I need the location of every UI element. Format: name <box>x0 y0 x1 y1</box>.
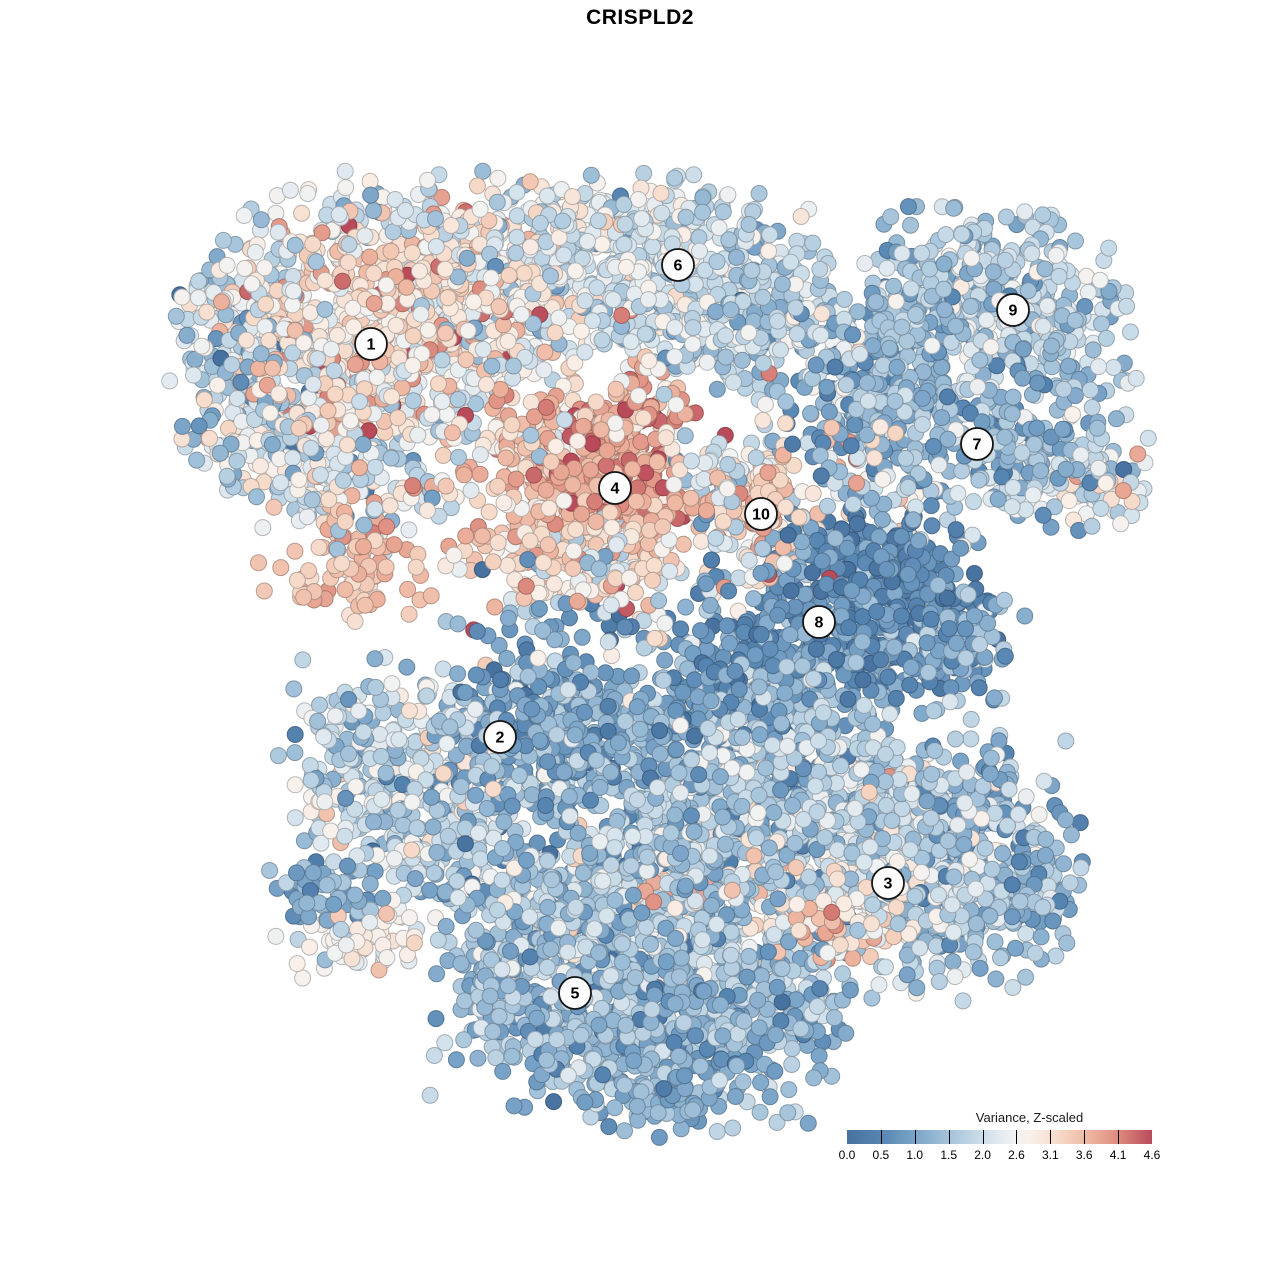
legend-colorbar-wrap <box>847 1130 1152 1144</box>
legend-tick-line <box>914 1130 916 1144</box>
legend-tick-label: 0.5 <box>872 1148 890 1162</box>
legend-tick-label: 4.1 <box>1109 1148 1127 1162</box>
cluster-marker: 1 <box>354 327 388 361</box>
legend-tick-label: 3.1 <box>1041 1148 1059 1162</box>
legend-title: Variance, Z-scaled <box>975 1110 1084 1125</box>
legend-tick-label: 4.6 <box>1143 1148 1161 1162</box>
cluster-marker: 7 <box>960 427 994 461</box>
cluster-labels-layer: 1 2 3 4 5 6 7 8 9 10 <box>354 248 1030 1010</box>
legend-tick-line <box>1084 1130 1086 1144</box>
legend-tick-label: 1.0 <box>906 1148 924 1162</box>
legend-tick-line <box>982 1130 984 1144</box>
legend-tick-line <box>948 1130 950 1144</box>
legend-tick-line <box>1050 1130 1052 1144</box>
cluster-marker: 5 <box>558 976 592 1010</box>
cluster-marker: 9 <box>996 293 1030 327</box>
legend-tick-label: 2.0 <box>974 1148 991 1162</box>
legend-tick-line <box>1118 1130 1120 1144</box>
cluster-marker: 3 <box>871 866 905 900</box>
points-layer <box>161 162 1157 1146</box>
legend-tick-label: 0.0 <box>838 1148 856 1162</box>
cluster-marker: 6 <box>661 248 695 282</box>
page-title: CRISPLD2 <box>586 6 694 29</box>
legend-tick-line <box>1016 1130 1018 1144</box>
legend-tick-line <box>880 1130 882 1144</box>
legend-tick-label: 1.5 <box>940 1148 957 1162</box>
legend-tick-label: 2.6 <box>1008 1148 1025 1162</box>
legend-tick-labels: 0.0 0.5 1.0 1.5 2.0 2.6 3.1 3.6 4.1 4.6 <box>839 1148 1161 1164</box>
legend-tick-lines <box>847 1130 1152 1144</box>
cluster-marker: 8 <box>802 605 836 639</box>
legend-colorbar <box>847 1130 1152 1144</box>
cluster-marker: 2 <box>483 720 517 754</box>
legend-tick-label: 3.6 <box>1075 1148 1093 1162</box>
cluster-marker: 10 <box>744 497 778 531</box>
legend: Variance, Z-scaled 0.0 0.5 1.0 1.5 2.0 2.6 3.1… <box>839 1110 1161 1164</box>
cluster-marker: 4 <box>598 471 632 505</box>
